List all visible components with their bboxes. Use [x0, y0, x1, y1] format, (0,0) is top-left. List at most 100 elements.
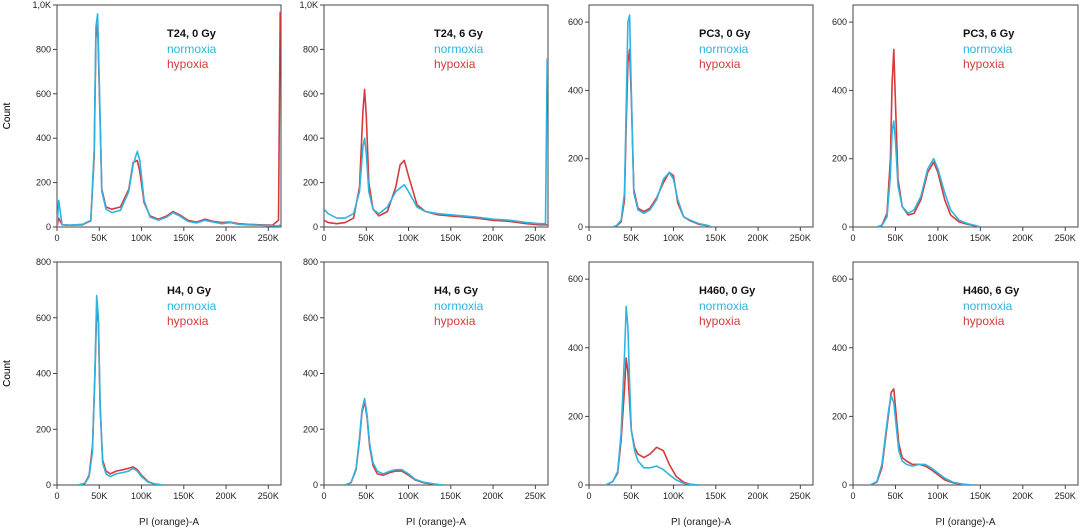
x-tick-label: 0 [586, 233, 591, 243]
x-tick-label: 50K [91, 491, 107, 501]
x-tick-label: 0 [54, 491, 59, 501]
x-tick-label: 250K [790, 491, 811, 501]
y-tick-label: 600 [568, 274, 583, 284]
plot-frame [852, 4, 1079, 228]
x-tick-label: 200K [1012, 491, 1033, 501]
x-tick-label: 50K [358, 491, 374, 501]
x-axis-label: PI (orange)-A [935, 517, 995, 528]
y-tick-label: 600 [36, 313, 51, 323]
panel-title: H460, 6 Gy [963, 285, 1020, 297]
legend-entry-normoxia: normoxia [434, 42, 484, 56]
legend-entry-hypoxia: hypoxia [699, 314, 741, 328]
y-tick-label: 800 [36, 44, 51, 54]
y-tick-label: 0 [578, 222, 583, 232]
series-line-normoxia [876, 120, 981, 227]
histogram-panel: 0 200 400 600 0 50K 100K 150K 200K 250K PI (orange… [832, 261, 1079, 528]
legend-entry-normoxia: normoxia [699, 299, 749, 313]
panel-title: PC3, 0 Gy [699, 28, 751, 40]
legend-entry-normoxia: normoxia [963, 42, 1013, 56]
x-tick-label: 150K [705, 491, 726, 501]
x-tick-label: 100K [663, 491, 684, 501]
histogram-panel: 0 200 400 600 800 1,0K 0 50K 100K 150K 200K 250K T24… [299, 0, 549, 243]
y-tick-label: 800 [36, 257, 51, 267]
x-tick-label: 150K [970, 491, 991, 501]
y-tick-label: 400 [832, 85, 847, 95]
y-tick-label: 800 [303, 44, 318, 54]
y-tick-label: 800 [303, 257, 318, 267]
y-tick-label: 400 [36, 133, 51, 143]
panel-title: T24, 0 Gy [167, 28, 217, 40]
y-tick-label: 600 [832, 17, 847, 27]
panel-title: H460, 0 Gy [699, 285, 756, 297]
legend-entry-hypoxia: hypoxia [167, 314, 209, 328]
x-tick-label: 0 [850, 233, 855, 243]
x-tick-label: 0 [850, 491, 855, 501]
y-tick-label: 400 [568, 343, 583, 353]
x-tick-label: 100K [663, 233, 684, 243]
series-line-hypoxia [324, 88, 548, 226]
y-tick-label: 400 [303, 369, 318, 379]
legend-entry-hypoxia: hypoxia [434, 57, 476, 71]
x-tick-label: 150K [705, 233, 726, 243]
x-tick-label: 250K [1055, 233, 1076, 243]
y-tick-label: 0 [313, 480, 318, 490]
y-tick-label: 400 [832, 343, 847, 353]
histogram-panel: 0 200 400 600 0 50K 100K 150K 200K 250K Count PI (o… [2, 261, 814, 528]
x-tick-label: 250K [790, 233, 811, 243]
y-tick-label: 0 [313, 222, 318, 232]
x-tick-label: 50K [358, 233, 374, 243]
legend-entry-normoxia: normoxia [434, 299, 484, 313]
series-line-normoxia [344, 397, 443, 485]
plot-frame [56, 4, 282, 228]
y-tick-label: 1,0K [32, 0, 51, 10]
y-tick-label: 600 [568, 17, 583, 27]
x-tick-label: 150K [173, 491, 194, 501]
x-tick-label: 100K [927, 233, 948, 243]
y-tick-label: 600 [303, 89, 318, 99]
x-axis-label: PI (orange)-A [139, 517, 199, 528]
histogram-panel: 0 200 400 600 0 50K 100K 150K 200K 250K PC3, 6 Gy n… [832, 4, 1079, 243]
x-tick-label: 250K [258, 233, 279, 243]
y-tick-label: 0 [46, 222, 51, 232]
x-tick-label: 150K [970, 233, 991, 243]
x-tick-label: 50K [887, 233, 903, 243]
y-tick-label: 0 [578, 480, 583, 490]
plot-frame [588, 4, 814, 228]
y-axis-label: Count [2, 102, 13, 129]
plot-frame [323, 4, 549, 228]
legend-entry-hypoxia: hypoxia [963, 314, 1005, 328]
panel-title: H4, 0 Gy [167, 285, 212, 297]
series-line-normoxia [605, 305, 699, 485]
x-tick-label: 100K [131, 491, 152, 501]
x-tick-label: 50K [623, 233, 639, 243]
y-axis-label: Count [2, 360, 13, 387]
x-tick-label: 250K [525, 491, 546, 501]
histogram-panel: 0 200 400 600 800 1,0K 0 50K 100K 150K 200K 250K Cou… [2, 0, 282, 243]
x-tick-label: 100K [131, 233, 152, 243]
x-tick-label: 100K [398, 233, 419, 243]
legend-entry-normoxia: normoxia [167, 42, 217, 56]
y-tick-label: 600 [303, 313, 318, 323]
x-tick-label: 200K [483, 491, 504, 501]
y-tick-label: 200 [303, 424, 318, 434]
legend-entry-normoxia: normoxia [963, 299, 1013, 313]
x-tick-label: 200K [748, 491, 769, 501]
histogram-panel: 0 200 400 600 800 0 50K 100K 150K 200K 250K Count PI… [2, 257, 282, 528]
y-tick-label: 400 [568, 85, 583, 95]
y-axis-label: Count [2, 360, 13, 387]
x-tick-label: 150K [440, 491, 461, 501]
y-tick-label: 200 [568, 154, 583, 164]
y-tick-label: 600 [36, 89, 51, 99]
y-tick-label: 200 [36, 178, 51, 188]
y-tick-label: 200 [568, 411, 583, 421]
y-tick-label: 600 [832, 274, 847, 284]
x-tick-label: 50K [623, 491, 639, 501]
legend-entry-hypoxia: hypoxia [434, 314, 476, 328]
x-tick-label: 100K [927, 491, 948, 501]
y-tick-label: 200 [832, 154, 847, 164]
x-tick-label: 50K [887, 491, 903, 501]
plot-frame [588, 261, 814, 486]
series-line-normoxia [77, 294, 163, 485]
series-line-normoxia [869, 394, 972, 485]
